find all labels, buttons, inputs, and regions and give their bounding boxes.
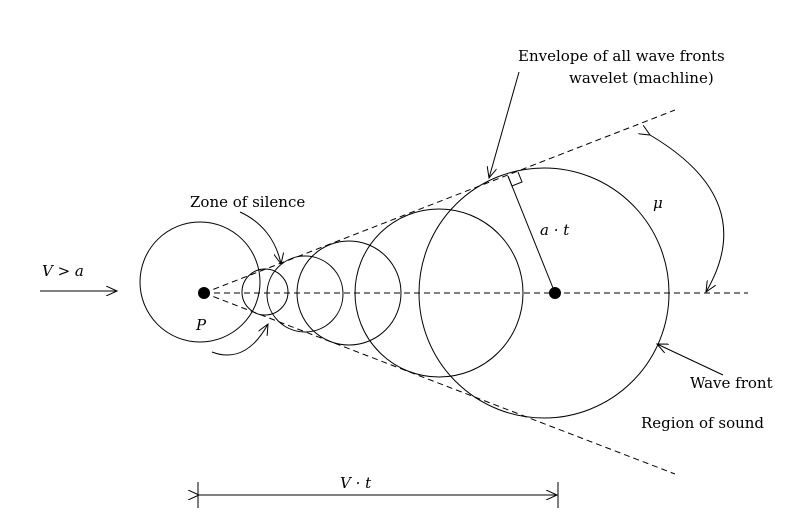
label-a-t: a · t <box>540 221 570 239</box>
wave-front-arrow <box>657 344 724 376</box>
label-mu: μ <box>653 194 663 212</box>
label-envelope-line2: wavelet (machline) <box>569 69 714 87</box>
label-envelope-line1: Envelope of all wave fronts <box>518 47 725 65</box>
label-region-of-sound: Region of sound <box>641 414 764 432</box>
wave-circle-3 <box>296 240 402 346</box>
label-zone-of-silence: Zone of silence <box>190 193 305 211</box>
wave-circle-2 <box>266 255 344 333</box>
envelope-arrow <box>489 71 520 178</box>
right-angle-mark <box>507 171 523 187</box>
radius-line <box>507 175 556 294</box>
wave-circle-4 <box>354 208 524 378</box>
label-p: P <box>195 316 207 334</box>
zone-of-silence-circle <box>139 221 261 343</box>
mu-angle-arrow <box>650 135 725 292</box>
point-p-dot <box>198 287 210 299</box>
label-v-gt-a: V > a <box>42 262 84 280</box>
label-wave-front: Wave front <box>690 374 773 392</box>
zone-arrow-upper <box>239 211 281 264</box>
zone-arrow-lower <box>211 324 268 356</box>
mach-line-lower <box>203 292 676 475</box>
label-v-t: V · t <box>340 474 372 492</box>
wave-circle-1 <box>241 268 289 316</box>
